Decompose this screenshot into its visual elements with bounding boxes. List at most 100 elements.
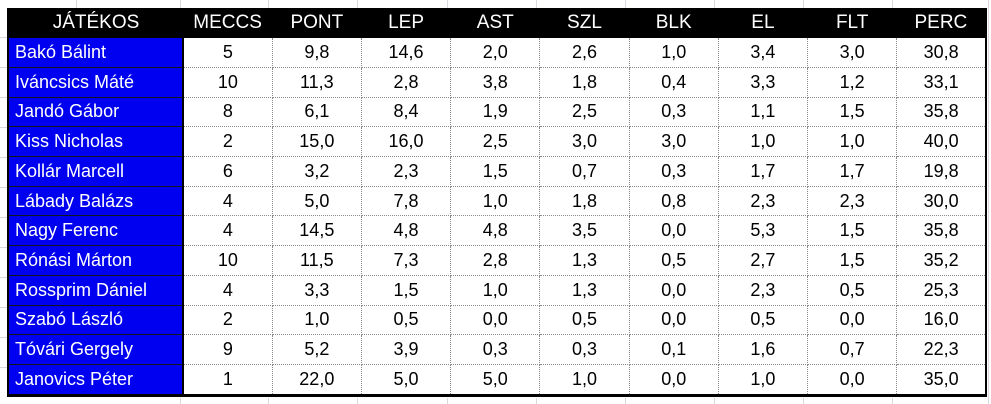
- stat-value-cell[interactable]: 2,5: [539, 96, 630, 128]
- stat-value-cell[interactable]: 1,0: [450, 185, 541, 217]
- stat-value-cell[interactable]: 3,4: [717, 36, 809, 68]
- player-name-cell[interactable]: Janovics Péter: [8, 363, 184, 396]
- stat-value-cell[interactable]: 1,9: [450, 96, 541, 128]
- stat-value-cell[interactable]: 5,0: [360, 363, 452, 397]
- player-name-cell[interactable]: Bakó Bálint: [8, 36, 184, 68]
- stat-value-cell[interactable]: 1,0: [271, 304, 362, 336]
- stat-value-cell[interactable]: 1,5: [807, 245, 898, 276]
- stat-value-cell[interactable]: 30,8: [896, 36, 987, 68]
- stat-value-cell[interactable]: 5,0: [271, 185, 362, 217]
- stat-value-cell[interactable]: 0,5: [717, 304, 809, 336]
- stat-value-cell[interactable]: 1,6: [717, 334, 809, 365]
- stat-value-cell[interactable]: 2,3: [360, 155, 452, 187]
- stat-value-cell[interactable]: 1,8: [539, 185, 630, 217]
- header-cell-perc[interactable]: PERC: [896, 9, 986, 38]
- stat-value-cell[interactable]: 10: [182, 245, 273, 276]
- stat-value-cell[interactable]: 0,4: [628, 66, 719, 98]
- stat-value-cell[interactable]: 3,9: [360, 334, 452, 365]
- stat-value-cell[interactable]: 0,0: [628, 215, 719, 247]
- stat-value-cell[interactable]: 0,5: [539, 304, 630, 336]
- stat-value-cell[interactable]: 14,5: [271, 215, 362, 247]
- stat-value-cell[interactable]: 2,6: [539, 36, 630, 68]
- stat-value-cell[interactable]: 1: [182, 363, 273, 397]
- stat-value-cell[interactable]: 3,0: [628, 126, 719, 157]
- stat-value-cell[interactable]: 1,5: [360, 274, 452, 306]
- stat-value-cell[interactable]: 0,8: [628, 185, 719, 217]
- stat-value-cell[interactable]: 0,1: [628, 334, 719, 365]
- stat-value-cell[interactable]: 0,5: [360, 304, 452, 336]
- stat-value-cell[interactable]: 1,3: [539, 274, 630, 306]
- stat-value-cell[interactable]: 19,8: [896, 155, 987, 187]
- stat-value-cell[interactable]: 0,0: [628, 304, 719, 336]
- stat-value-cell[interactable]: 35,8: [896, 215, 987, 247]
- stat-value-cell[interactable]: 40,0: [896, 126, 987, 157]
- player-name-cell[interactable]: Szabó László: [8, 304, 184, 335]
- stat-value-cell[interactable]: 1,2: [807, 66, 898, 98]
- stat-value-cell[interactable]: 3,3: [717, 66, 809, 98]
- player-name-cell[interactable]: Lábady Balázs: [8, 185, 184, 216]
- stat-value-cell[interactable]: 3,0: [807, 36, 898, 68]
- player-name-cell[interactable]: Rossprim Dániel: [8, 274, 184, 305]
- stat-value-cell[interactable]: 1,7: [807, 155, 898, 187]
- stat-value-cell[interactable]: 6: [182, 155, 273, 187]
- stat-value-cell[interactable]: 1,0: [717, 126, 809, 157]
- stat-value-cell[interactable]: 11,5: [271, 245, 362, 276]
- header-cell-pont[interactable]: PONT: [272, 9, 362, 38]
- stat-value-cell[interactable]: 1,5: [807, 215, 898, 247]
- player-name-cell[interactable]: Nagy Ferenc: [8, 215, 184, 246]
- stat-value-cell[interactable]: 2,7: [717, 245, 809, 276]
- stat-value-cell[interactable]: 35,8: [896, 96, 987, 128]
- stat-value-cell[interactable]: 2,8: [360, 66, 452, 98]
- stat-value-cell[interactable]: 35,2: [896, 245, 987, 276]
- stat-value-cell[interactable]: 2,8: [450, 245, 541, 276]
- header-cell-blk[interactable]: BLK: [629, 9, 719, 38]
- stat-value-cell[interactable]: 0,3: [628, 155, 719, 187]
- stat-value-cell[interactable]: 5,3: [717, 215, 809, 247]
- stat-value-cell[interactable]: 5,0: [450, 363, 541, 397]
- stat-value-cell[interactable]: 0,0: [807, 363, 898, 397]
- stat-value-cell[interactable]: 4: [182, 215, 273, 247]
- header-cell-meccs[interactable]: MECCS: [183, 9, 273, 38]
- stat-value-cell[interactable]: 8,4: [360, 96, 452, 128]
- stat-value-cell[interactable]: 33,1: [896, 66, 987, 98]
- stat-value-cell[interactable]: 0,3: [539, 334, 630, 365]
- stat-value-cell[interactable]: 2,5: [450, 126, 541, 157]
- stat-value-cell[interactable]: 3,2: [271, 155, 362, 187]
- stat-value-cell[interactable]: 10: [182, 66, 273, 98]
- stat-value-cell[interactable]: 0,3: [450, 334, 541, 365]
- stat-value-cell[interactable]: 0,0: [628, 363, 719, 397]
- header-cell-lep[interactable]: LEP: [361, 9, 451, 38]
- stat-value-cell[interactable]: 7,3: [360, 245, 452, 276]
- header-cell-flt[interactable]: FLT: [807, 9, 897, 38]
- stat-value-cell[interactable]: 30,0: [896, 185, 987, 217]
- stat-value-cell[interactable]: 0,5: [807, 274, 898, 306]
- header-cell-el[interactable]: EL: [718, 9, 808, 38]
- stat-value-cell[interactable]: 1,0: [450, 274, 541, 306]
- stat-value-cell[interactable]: 16,0: [896, 304, 987, 336]
- player-name-cell[interactable]: Iváncsics Máté: [8, 66, 184, 98]
- stat-value-cell[interactable]: 0,0: [628, 274, 719, 306]
- stat-value-cell[interactable]: 9: [182, 334, 273, 365]
- stat-value-cell[interactable]: 16,0: [360, 126, 452, 157]
- stat-value-cell[interactable]: 4,8: [450, 215, 541, 247]
- header-cell-ast[interactable]: AST: [450, 9, 540, 38]
- stat-value-cell[interactable]: 25,3: [896, 274, 987, 306]
- stat-value-cell[interactable]: 1,5: [450, 155, 541, 187]
- stat-value-cell[interactable]: 1,3: [539, 245, 630, 276]
- stat-value-cell[interactable]: 0,7: [539, 155, 630, 187]
- stat-value-cell[interactable]: 3,5: [539, 215, 630, 247]
- stat-value-cell[interactable]: 5,2: [271, 334, 362, 365]
- stat-value-cell[interactable]: 2,3: [807, 185, 898, 217]
- player-name-cell[interactable]: Kiss Nicholas: [8, 126, 184, 157]
- player-name-cell[interactable]: Jandó Gábor: [8, 96, 184, 127]
- header-cell-szl[interactable]: SZL: [539, 9, 630, 38]
- stat-value-cell[interactable]: 0,5: [628, 245, 719, 276]
- stat-value-cell[interactable]: 1,5: [807, 96, 898, 128]
- stat-value-cell[interactable]: 0,3: [628, 96, 719, 128]
- stat-value-cell[interactable]: 4: [182, 274, 273, 306]
- stat-value-cell[interactable]: 1,0: [539, 363, 630, 397]
- stat-value-cell[interactable]: 15,0: [271, 126, 362, 157]
- stat-value-cell[interactable]: 1,0: [717, 363, 809, 397]
- stat-value-cell[interactable]: 35,0: [896, 363, 987, 397]
- player-name-cell[interactable]: Tóvári Gergely: [8, 334, 184, 365]
